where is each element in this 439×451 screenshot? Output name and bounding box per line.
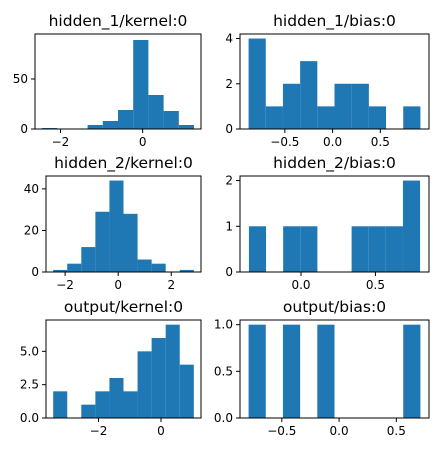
histogram-bar bbox=[81, 247, 96, 272]
histogram-bar bbox=[67, 263, 82, 272]
histogram-bar bbox=[248, 226, 267, 272]
x-tick-label: −0.5 bbox=[267, 424, 296, 438]
histogram-panel: 0.0 0.5 0 1 2 hidden_2/bias:0 bbox=[225, 154, 430, 292]
histogram-bar bbox=[95, 211, 110, 272]
histogram-bar bbox=[137, 259, 152, 272]
histogram-panel: −2 0 0 50 hidden_1/kernel:0 bbox=[13, 12, 202, 149]
histogram-bar bbox=[351, 226, 369, 272]
x-tick-label: 0 bbox=[157, 424, 165, 438]
x-tick-label: −2 bbox=[52, 135, 70, 149]
histogram-bar bbox=[403, 106, 421, 129]
axes-frame bbox=[239, 319, 430, 419]
histogram-bar bbox=[87, 125, 103, 129]
histogram-bar bbox=[385, 226, 403, 272]
axes-frame bbox=[239, 33, 430, 130]
histogram-bar bbox=[283, 226, 301, 272]
x-tick-label: −0.5 bbox=[270, 135, 299, 149]
histogram-panel: −0.5 0.0 0.5 0.0 0.5 1.0 output/bias:0 bbox=[214, 298, 430, 438]
histogram-bar bbox=[368, 106, 387, 129]
histogram-bar bbox=[300, 61, 318, 130]
x-tick-label: 2 bbox=[167, 278, 175, 292]
y-tick-label: 20 bbox=[24, 223, 39, 237]
panel-title: hidden_2/kernel:0 bbox=[54, 154, 193, 173]
y-tick-label: 40 bbox=[24, 182, 39, 196]
axes-frame bbox=[239, 175, 430, 273]
panel-title: hidden_1/kernel:0 bbox=[49, 12, 188, 31]
histogram-bar bbox=[179, 269, 194, 272]
histogram-bar bbox=[53, 269, 68, 272]
histogram-bar bbox=[53, 391, 68, 418]
y-tick-label: 0.0 bbox=[214, 411, 233, 425]
panel-title: output/bias:0 bbox=[283, 298, 386, 316]
histogram-bar bbox=[368, 226, 386, 272]
histogram-bar bbox=[179, 364, 194, 418]
x-tick-label: 0.5 bbox=[387, 424, 406, 438]
histogram-bar bbox=[300, 226, 318, 272]
x-tick-label: 0.0 bbox=[330, 424, 349, 438]
histogram-bar bbox=[163, 111, 179, 129]
x-tick-label: −2 bbox=[90, 424, 108, 438]
y-tick-label: 0.5 bbox=[214, 364, 233, 378]
panel-title: output/kernel:0 bbox=[64, 298, 183, 316]
histogram-bar bbox=[402, 180, 421, 272]
histogram-bar bbox=[282, 324, 301, 418]
x-tick-label: 0.0 bbox=[291, 278, 310, 292]
histogram-bar bbox=[148, 95, 164, 129]
y-tick-label: 2.5 bbox=[20, 378, 39, 392]
y-tick-label: 1 bbox=[225, 219, 233, 233]
histogram-bar bbox=[95, 391, 110, 418]
histogram-bar bbox=[178, 125, 195, 129]
histogram-panel: −0.5 0.0 0.5 0 2 4 hidden_1/bias:0 bbox=[225, 12, 430, 149]
axes-frame bbox=[45, 175, 202, 273]
x-tick-label: 0.5 bbox=[366, 278, 385, 292]
x-tick-label: 0.0 bbox=[323, 135, 342, 149]
y-tick-label: 0.0 bbox=[20, 411, 39, 425]
histogram-bar bbox=[282, 83, 301, 129]
histogram-bar bbox=[151, 338, 166, 418]
histogram-bar bbox=[102, 121, 118, 129]
y-tick-label: 4 bbox=[225, 32, 233, 46]
histogram-bar bbox=[403, 324, 421, 418]
axes-frame bbox=[45, 319, 202, 419]
histogram-bar bbox=[351, 83, 369, 129]
histogram-bar bbox=[109, 378, 124, 418]
y-tick-label: 0 bbox=[225, 265, 233, 279]
panel-title: hidden_2/bias:0 bbox=[273, 154, 396, 173]
histogram-bar bbox=[248, 38, 266, 129]
histogram-bar bbox=[151, 263, 166, 272]
y-tick-label: 2 bbox=[225, 174, 233, 188]
panel-title: hidden_1/bias:0 bbox=[273, 12, 396, 31]
histogram-bar bbox=[317, 106, 335, 129]
histogram-bar bbox=[165, 324, 180, 418]
histogram-bar bbox=[81, 404, 96, 418]
y-tick-label: 1.0 bbox=[214, 318, 233, 332]
histogram-bar bbox=[248, 324, 266, 418]
x-tick-label: 0 bbox=[114, 278, 122, 292]
histogram-bar bbox=[123, 213, 138, 272]
histogram-bar bbox=[317, 324, 335, 418]
histogram-bar bbox=[137, 351, 152, 418]
histogram-bar bbox=[334, 83, 352, 129]
y-tick-label: 2 bbox=[225, 77, 233, 91]
histogram-panel: −2 0 0.0 2.5 5.0 output/kernel:0 bbox=[20, 298, 202, 438]
histogram-bar bbox=[265, 106, 283, 129]
histogram-bar bbox=[133, 40, 149, 129]
y-tick-label: 50 bbox=[13, 72, 28, 86]
x-tick-label: 0 bbox=[139, 135, 147, 149]
histogram-bar bbox=[118, 110, 134, 129]
axes-frame bbox=[34, 33, 202, 130]
histogram-bar bbox=[109, 180, 124, 272]
x-tick-label: 0.5 bbox=[371, 135, 390, 149]
y-tick-label: 0 bbox=[20, 122, 28, 136]
y-tick-label: 0 bbox=[31, 265, 39, 279]
y-tick-label: 0 bbox=[225, 122, 233, 136]
y-tick-label: 5.0 bbox=[20, 344, 39, 358]
x-tick-label: −2 bbox=[56, 278, 74, 292]
histogram-bar bbox=[123, 391, 138, 418]
